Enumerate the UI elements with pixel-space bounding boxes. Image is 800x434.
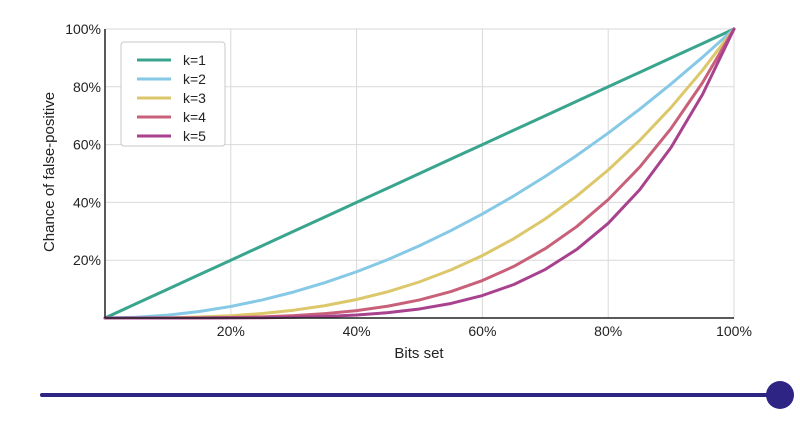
legend-label: k=5 bbox=[183, 128, 206, 144]
slider-thumb[interactable] bbox=[766, 381, 794, 409]
x-axis-label: Bits set bbox=[394, 345, 444, 362]
y-tick-label: 80% bbox=[73, 79, 101, 95]
legend-label: k=4 bbox=[183, 109, 206, 125]
x-tick-label: 100% bbox=[716, 323, 752, 339]
y-tick-label: 60% bbox=[73, 137, 101, 153]
x-tick-label: 20% bbox=[217, 323, 245, 339]
y-tick-label: 100% bbox=[65, 21, 101, 37]
legend-box bbox=[120, 41, 226, 147]
x-tick-label: 80% bbox=[594, 323, 622, 339]
y-tick-label: 40% bbox=[73, 194, 101, 210]
legend-label: k=3 bbox=[183, 90, 206, 106]
legend-label: k=2 bbox=[183, 71, 206, 87]
x-axis-ticks: 20% 40% 60% 80% 100% bbox=[217, 323, 752, 339]
chart-legend: k=1 k=2 k=3 k=4 k=5 bbox=[120, 41, 226, 147]
series-line-k-1 bbox=[103, 27, 736, 320]
slider-fill bbox=[40, 393, 780, 397]
chart-axes bbox=[104, 29, 734, 319]
bits-set-slider[interactable] bbox=[40, 380, 794, 410]
false-positive-chart: 20% 40% 60% 80% 100% 20% 40% 60% 80% 100% Bits s… bbox=[41, 21, 752, 362]
series-line-k-2 bbox=[103, 27, 736, 320]
y-axis-label: Chance of false-positive bbox=[41, 92, 58, 252]
y-axis-ticks: 20% 40% 60% 80% 100% bbox=[65, 21, 101, 268]
x-tick-label: 60% bbox=[468, 323, 496, 339]
y-tick-label: 20% bbox=[73, 252, 101, 268]
x-tick-label: 40% bbox=[343, 323, 371, 339]
legend-label: k=1 bbox=[183, 52, 206, 68]
chart-grid bbox=[105, 28, 735, 318]
